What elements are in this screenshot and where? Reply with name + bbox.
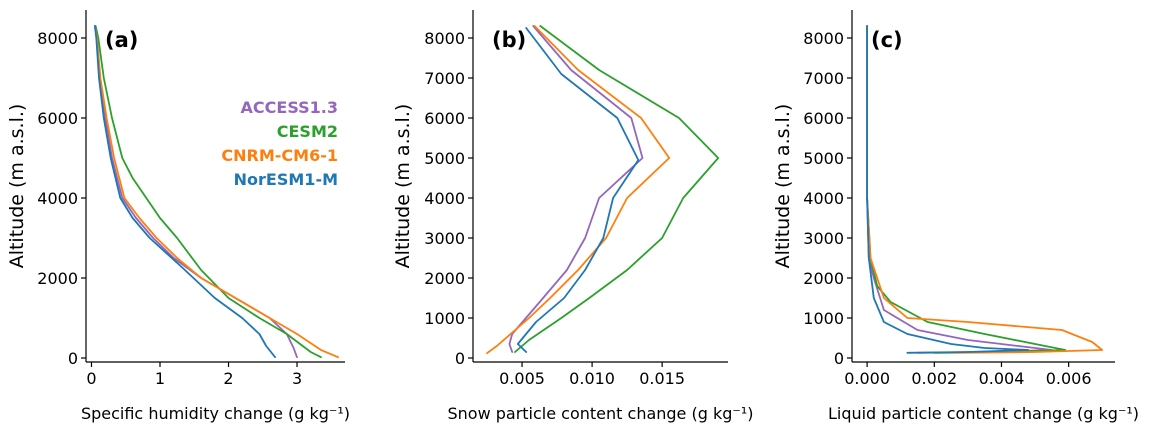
y-tick-label: 2000 <box>37 269 78 288</box>
x-tick-label: 0.002 <box>911 369 957 388</box>
series-line-noresm1-m <box>94 25 277 359</box>
series-line-access1-3 <box>94 25 298 359</box>
legend-entry: CNRM-CM6-1 <box>221 146 338 165</box>
panel-a: 0 1 2 3 0 2000 4000 6000 8000 (a) Specific humidit… <box>6 10 350 423</box>
x-tick-label: 0.004 <box>979 369 1025 388</box>
y-axis-label: Altitude (m a.s.l.) <box>392 104 414 269</box>
y-tick-label: 2000 <box>424 269 465 288</box>
y-tick-label: 4000 <box>424 189 465 208</box>
x-axis-label: Snow particle content change (g kg⁻¹) <box>447 404 753 423</box>
y-tick-label: 8000 <box>803 29 844 48</box>
series-line-cnrm-cm6-1 <box>866 25 1104 354</box>
x-axis-label: Liquid particle content change (g kg⁻¹) <box>828 404 1139 423</box>
y-tick-label: 0 <box>834 349 844 368</box>
x-tick-label: 0.000 <box>844 369 890 388</box>
series-line-noresm1-m <box>516 27 640 353</box>
y-tick-label: 0 <box>455 349 465 368</box>
x-axis-label: Specific humidity change (g kg⁻¹) <box>81 404 350 423</box>
y-tick-label: 6000 <box>37 109 78 128</box>
x-tick-label: 2 <box>223 369 233 388</box>
legend-entry: CESM2 <box>277 122 338 141</box>
y-tick-label: 1000 <box>424 309 465 328</box>
y-axis-label: Altitude (m a.s.l.) <box>772 104 794 269</box>
y-tick-label: 1000 <box>803 309 844 328</box>
y-tick-label: 8000 <box>37 29 78 48</box>
y-tick-label: 7000 <box>424 69 465 88</box>
panel-label: (c) <box>871 28 903 52</box>
x-tick-label: 0 <box>86 369 96 388</box>
y-tick-label: 5000 <box>424 149 465 168</box>
series-line-cesm2 <box>94 25 322 359</box>
y-tick-label: 6000 <box>424 109 465 128</box>
y-tick-label: 4000 <box>37 189 78 208</box>
series-line-access1-3 <box>508 25 644 353</box>
panel-label: (a) <box>105 28 138 52</box>
x-tick-label: 3 <box>292 369 302 388</box>
series-line-cesm2 <box>866 25 1067 354</box>
x-tick-label: 0.005 <box>499 369 545 388</box>
series-line-cesm2 <box>514 25 720 353</box>
y-tick-label: 7000 <box>803 69 844 88</box>
x-tick-label: 0.015 <box>639 369 685 388</box>
y-tick-label: 3000 <box>803 229 844 248</box>
y-tick-label: 3000 <box>424 229 465 248</box>
series-line-noresm1-m <box>866 25 1030 354</box>
series-line-cnrm-cm6-1 <box>486 25 671 355</box>
y-tick-label: 6000 <box>803 109 844 128</box>
legend-entry: NorESM1-M <box>234 170 338 189</box>
x-tick-label: 0.010 <box>569 369 615 388</box>
legend-entry: ACCESS1.3 <box>241 98 338 117</box>
panel-label: (b) <box>492 28 526 52</box>
y-axis-label: Altitude (m a.s.l.) <box>6 104 28 269</box>
x-tick-label: 0.006 <box>1046 369 1092 388</box>
x-tick-label: 1 <box>155 369 165 388</box>
y-tick-label: 8000 <box>424 29 465 48</box>
y-tick-label: 2000 <box>803 269 844 288</box>
y-tick-label: 0 <box>68 349 78 368</box>
series-line-cnrm-cm6-1 <box>94 25 340 359</box>
y-tick-label: 5000 <box>803 149 844 168</box>
panel-c: 0.000 0.002 0.004 0.006 0 1000 2000 3000 4000 500… <box>772 10 1139 423</box>
y-tick-label: 4000 <box>803 189 844 208</box>
panel-b: 0.005 0.010 0.015 0 1000 2000 3000 4000 5000 6000… <box>392 10 754 423</box>
